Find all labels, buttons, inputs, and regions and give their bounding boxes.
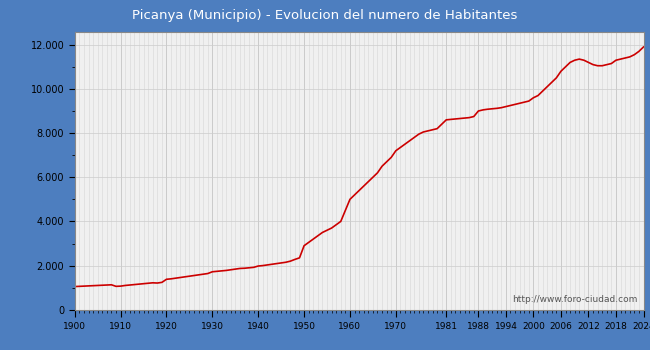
Text: Picanya (Municipio) - Evolucion del numero de Habitantes: Picanya (Municipio) - Evolucion del nume… bbox=[133, 9, 517, 22]
Text: http://www.foro-ciudad.com: http://www.foro-ciudad.com bbox=[512, 295, 638, 304]
